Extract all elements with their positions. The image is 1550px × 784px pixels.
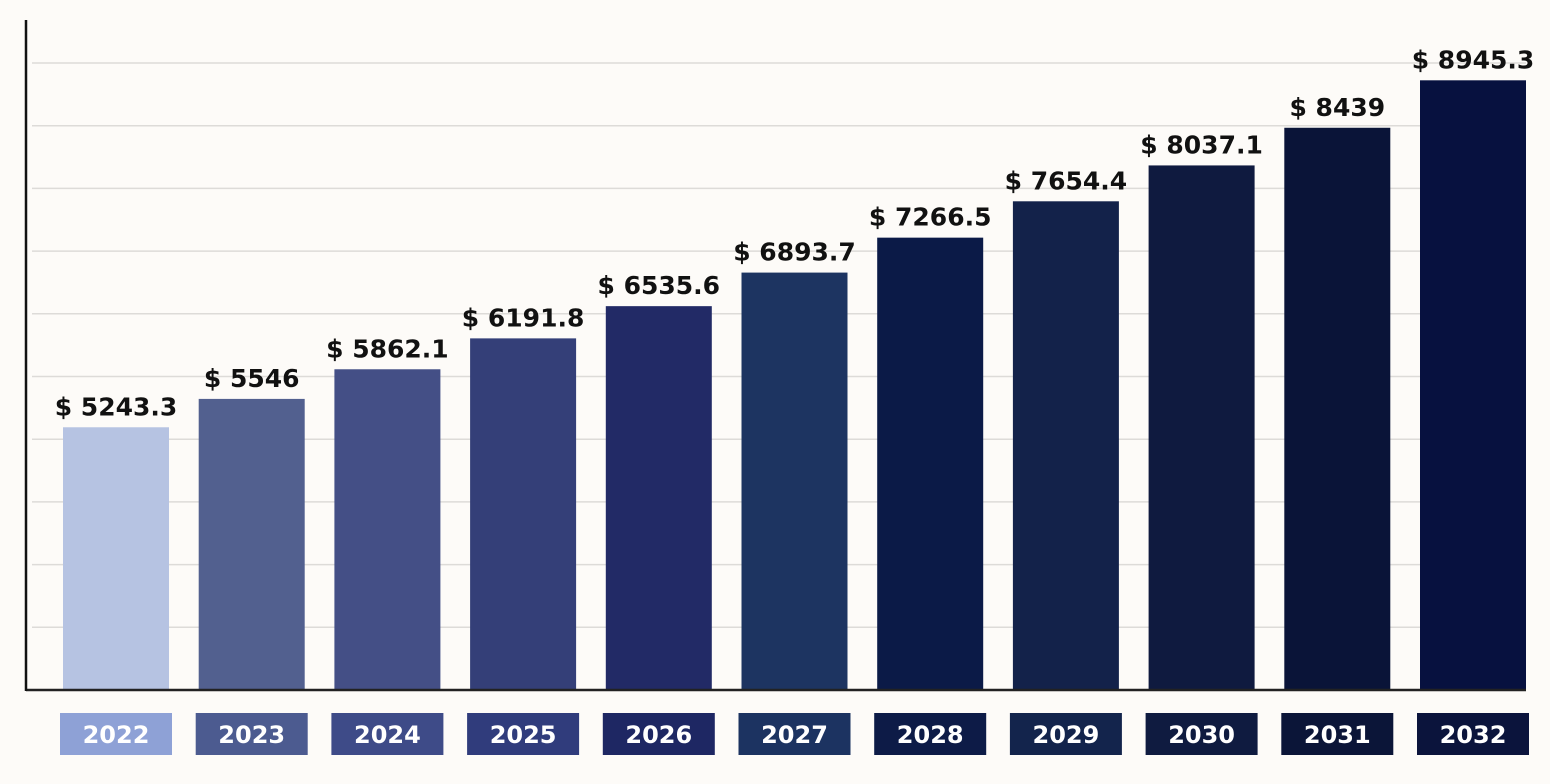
bars <box>63 80 1526 691</box>
x-tick-label-2029: 2029 <box>1009 713 1122 755</box>
x-tick-label-text: 2027 <box>761 721 828 749</box>
x-tick-label-2026: 2026 <box>602 713 715 755</box>
x-tick-label-2028: 2028 <box>874 713 987 755</box>
bar-2029 <box>1012 201 1119 690</box>
x-tick-label-background <box>60 713 172 755</box>
x-tick-label-2024: 2024 <box>331 713 444 755</box>
value-label-2032: $ 8945.3 <box>1412 45 1535 74</box>
x-tick-label-2023: 2023 <box>195 713 308 755</box>
x-tick-label-text: 2029 <box>1033 721 1100 749</box>
x-tick-label-text: 2023 <box>218 721 285 749</box>
x-tick-label-2032: 2032 <box>1417 713 1529 755</box>
x-tick-label-background <box>1145 713 1258 755</box>
bar-2025 <box>470 338 577 690</box>
bar-2030 <box>1148 165 1255 691</box>
x-tick-label-2022: 2022 <box>60 713 172 755</box>
x-tick-label-text: 2030 <box>1168 721 1235 749</box>
x-tick-label-text: 2022 <box>83 721 150 749</box>
value-label-2022: $ 5243.3 <box>55 392 178 421</box>
bar-2027 <box>741 272 848 690</box>
x-tick-labels: 2022 2023 2024 2025 2026 2027 2028 2029 2030 2031… <box>60 713 1529 755</box>
value-labels: $ 5243.3 $ 5546 $ 5862.1 $ 6191.8 $ 6535.6 $ … <box>55 45 1535 421</box>
value-label-2024: $ 5862.1 <box>326 334 449 363</box>
value-label-2029: $ 7654.4 <box>1005 166 1128 195</box>
x-tick-label-background <box>874 713 987 755</box>
value-label-2028: $ 7266.5 <box>869 203 992 232</box>
x-tick-label-2031: 2031 <box>1281 713 1394 755</box>
bar-2023 <box>198 398 305 690</box>
bar-2028 <box>877 237 984 691</box>
bar-2031 <box>1284 127 1391 690</box>
x-tick-label-text: 2031 <box>1304 721 1371 749</box>
bar-2022 <box>63 427 169 690</box>
x-tick-label-background <box>1281 713 1394 755</box>
x-tick-label-background <box>195 713 308 755</box>
x-tick-label-text: 2032 <box>1440 721 1507 749</box>
x-tick-label-background <box>738 713 851 755</box>
x-tick-label-background <box>467 713 580 755</box>
x-tick-label-background <box>1417 713 1529 755</box>
x-tick-label-2027: 2027 <box>738 713 851 755</box>
x-tick-label-background <box>602 713 715 755</box>
value-label-2031: $ 8439 <box>1289 93 1385 122</box>
bar-2024 <box>334 369 441 690</box>
x-tick-label-text: 2026 <box>625 721 692 749</box>
x-tick-label-2025: 2025 <box>467 713 580 755</box>
value-label-2030: $ 8037.1 <box>1140 130 1263 159</box>
x-tick-label-background <box>1009 713 1122 755</box>
value-label-2025: $ 6191.8 <box>462 303 585 332</box>
value-label-2026: $ 6535.6 <box>598 271 721 300</box>
x-tick-label-text: 2025 <box>490 721 557 749</box>
x-tick-label-background <box>331 713 444 755</box>
x-tick-label-text: 2024 <box>354 721 421 749</box>
value-label-2023: $ 5546 <box>204 364 300 393</box>
value-label-2027: $ 6893.7 <box>733 238 856 267</box>
bar-2026 <box>605 306 712 690</box>
x-tick-label-2030: 2030 <box>1145 713 1258 755</box>
x-tick-label-text: 2028 <box>897 721 964 749</box>
bar-2032 <box>1420 80 1526 691</box>
